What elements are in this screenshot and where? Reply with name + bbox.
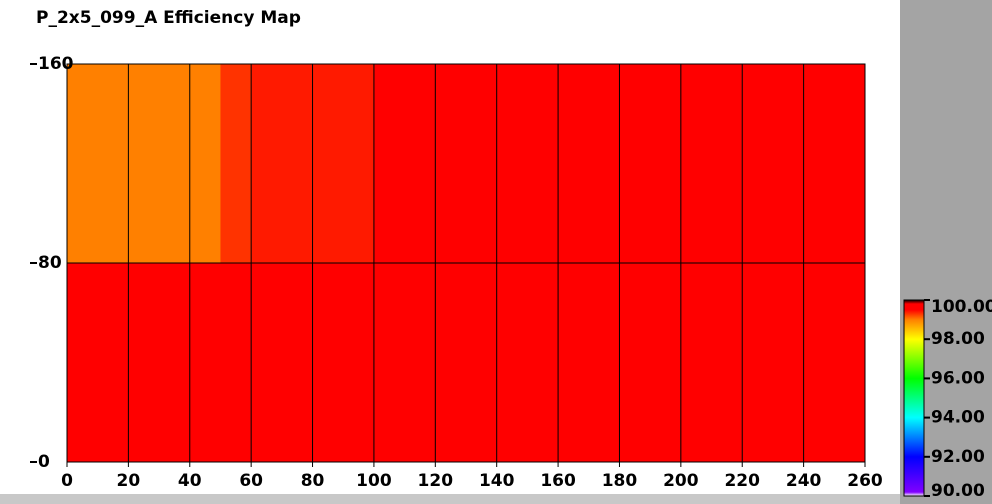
heat-cell — [711, 64, 743, 263]
heat-cell — [619, 64, 651, 263]
x-tick-label: 140 — [479, 471, 515, 491]
x-tick-label: 40 — [178, 471, 202, 491]
heat-cell — [680, 64, 713, 263]
colorbar-tick-label: 94.00 — [931, 408, 985, 428]
heat-cell — [435, 263, 467, 462]
x-tick-label: 80 — [301, 471, 325, 491]
heat-cell — [373, 263, 406, 462]
heat-cell — [834, 64, 866, 263]
heat-cell — [680, 263, 713, 462]
x-tick-label: 200 — [663, 471, 699, 491]
heat-cell — [558, 263, 590, 462]
heat-cell — [343, 263, 375, 462]
heat-cell — [128, 64, 160, 263]
heat-cell — [619, 263, 651, 462]
y-tick-label: 0 — [38, 452, 50, 472]
heat-cell — [466, 64, 498, 263]
heat-cell — [588, 64, 620, 263]
chart-title: P_2x5_099_A Efficiency Map — [36, 8, 301, 28]
heat-cell — [650, 64, 682, 263]
y-tick-label: 80 — [38, 253, 62, 273]
heat-cell — [527, 64, 559, 263]
x-tick-label: 20 — [117, 471, 141, 491]
heat-cell — [742, 263, 774, 462]
colorbar — [903, 299, 925, 497]
x-tick-label: 220 — [724, 471, 760, 491]
heat-cell — [650, 263, 682, 462]
heat-cell — [159, 263, 191, 462]
heat-cell — [404, 64, 436, 263]
x-tick-label: 160 — [540, 471, 576, 491]
heat-cell — [220, 64, 252, 263]
y-tick-label: 160 — [38, 54, 74, 74]
heat-cell — [496, 263, 528, 462]
x-tick-label: 120 — [418, 471, 454, 491]
heat-cell — [772, 64, 805, 263]
heat-cell — [404, 263, 436, 462]
heat-cell — [496, 64, 528, 263]
heat-cell — [189, 263, 221, 462]
heat-cell — [772, 263, 805, 462]
colorbar-tick-label: 96.00 — [931, 368, 985, 388]
colorbar-tick-label: 92.00 — [931, 447, 985, 467]
plot-border — [66, 63, 866, 463]
heat-cell — [527, 263, 559, 462]
heat-cell — [189, 64, 221, 263]
x-tick-label: 180 — [602, 471, 638, 491]
heat-cell — [128, 263, 160, 462]
heat-cell — [435, 64, 467, 263]
heat-cell — [834, 263, 866, 462]
heat-cell — [281, 64, 314, 263]
heat-cell — [588, 263, 620, 462]
x-tick-label: 0 — [61, 471, 73, 491]
heat-cell — [251, 64, 283, 263]
heat-cell — [251, 263, 283, 462]
x-tick-label: 100 — [356, 471, 392, 491]
heat-cell — [742, 64, 774, 263]
heat-cell — [97, 64, 129, 263]
heat-cell — [67, 64, 99, 263]
heat-cell — [466, 263, 498, 462]
heat-cell — [373, 64, 406, 263]
colorbar-tick-label: 90.00 — [931, 481, 985, 501]
colorbar-tick-label: 100.00 — [931, 297, 992, 317]
heat-cell — [97, 263, 129, 462]
heat-cell — [312, 64, 344, 263]
heat-cell — [281, 263, 314, 462]
heat-cell — [558, 64, 590, 263]
x-tick-label: 240 — [786, 471, 822, 491]
bottom-strip — [0, 494, 900, 504]
heat-cell — [343, 64, 375, 263]
heat-cell — [220, 263, 252, 462]
heat-cell — [67, 263, 99, 462]
x-tick-label: 260 — [847, 471, 883, 491]
x-tick-label: 60 — [239, 471, 263, 491]
heat-cell — [803, 263, 835, 462]
heat-cell — [159, 64, 191, 263]
colorbar-tick-label: 98.00 — [931, 329, 985, 349]
heat-cell — [803, 64, 835, 263]
heat-cell — [711, 263, 743, 462]
heat-cell — [312, 263, 344, 462]
